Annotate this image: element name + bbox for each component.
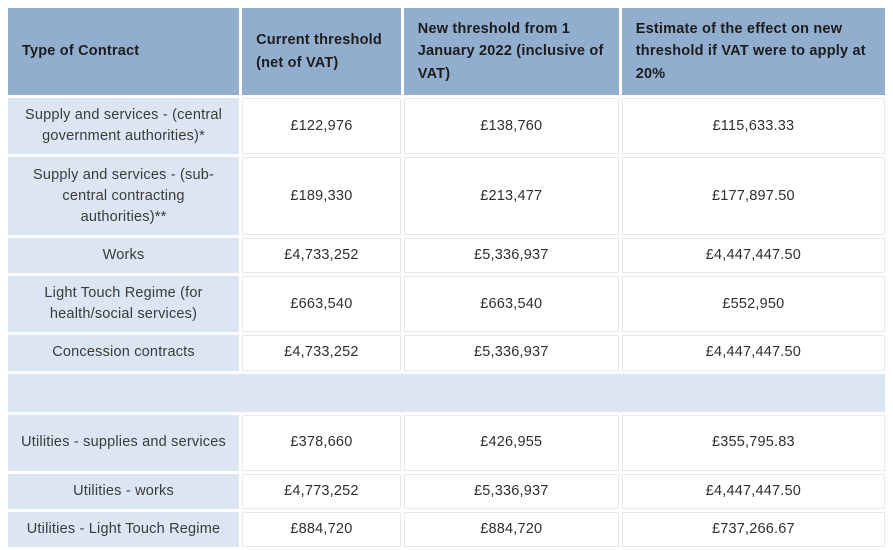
column-header-new-threshold-2022: New threshold from 1 January 2022 (inclu… [403,8,619,96]
current-threshold-cell: £122,976 [242,98,401,155]
current-threshold-cell: £663,540 [242,276,401,333]
column-header-vat-estimate: Estimate of the effect on new threshold … [621,8,885,96]
vat-estimate-cell: £177,897.50 [621,157,885,236]
new-threshold-cell: £5,336,937 [403,238,619,274]
new-threshold-cell: £213,477 [403,157,619,236]
table-row: Utilities - works £4,773,252 £5,336,937 … [8,473,885,509]
new-threshold-cell: £663,540 [403,276,619,333]
page: Type of Contract Current threshold (net … [8,8,885,547]
new-threshold-cell: £5,336,937 [403,335,619,371]
contract-type-cell: Light Touch Regime (for health/social se… [8,276,240,333]
vat-estimate-cell: £355,795.83 [621,414,885,471]
current-threshold-cell: £189,330 [242,157,401,236]
new-threshold-cell: £426,955 [403,414,619,471]
table-row: Utilities - Light Touch Regime £884,720 … [8,511,885,547]
vat-estimate-cell: £552,950 [621,276,885,333]
header-row: Type of Contract Current threshold (net … [8,8,885,96]
contract-type-cell: Concession contracts [8,335,240,371]
procurement-thresholds-table: Type of Contract Current threshold (net … [5,5,888,550]
contract-type-cell: Works [8,238,240,274]
contract-type-cell: Utilities - supplies and services [8,414,240,471]
column-header-type-of-contract: Type of Contract [8,8,240,96]
new-threshold-cell: £138,760 [403,98,619,155]
vat-estimate-cell: £115,633.33 [621,98,885,155]
table-row: Concession contracts £4,733,252 £5,336,9… [8,335,885,371]
table-row: Supply and services - (sub-central contr… [8,157,885,236]
new-threshold-cell: £884,720 [403,511,619,547]
table-row: Supply and services - (central governmen… [8,98,885,155]
column-header-current-threshold: Current threshold (net of VAT) [242,8,401,96]
contract-type-cell: Utilities - works [8,473,240,509]
contract-type-cell: Supply and services - (sub-central contr… [8,157,240,236]
current-threshold-cell: £4,733,252 [242,238,401,274]
table-row: Utilities - supplies and services £378,6… [8,414,885,471]
vat-estimate-cell: £4,447,447.50 [621,238,885,274]
separator-row [8,373,885,412]
current-threshold-cell: £4,733,252 [242,335,401,371]
table-row: Light Touch Regime (for health/social se… [8,276,885,333]
current-threshold-cell: £884,720 [242,511,401,547]
vat-estimate-cell: £4,447,447.50 [621,473,885,509]
vat-estimate-cell: £4,447,447.50 [621,335,885,371]
current-threshold-cell: £4,773,252 [242,473,401,509]
new-threshold-cell: £5,336,937 [403,473,619,509]
vat-estimate-cell: £737,266.67 [621,511,885,547]
current-threshold-cell: £378,660 [242,414,401,471]
contract-type-cell: Utilities - Light Touch Regime [8,511,240,547]
table-row: Works £4,733,252 £5,336,937 £4,447,447.5… [8,238,885,274]
separator-cell [8,373,885,412]
contract-type-cell: Supply and services - (central governmen… [8,98,240,155]
